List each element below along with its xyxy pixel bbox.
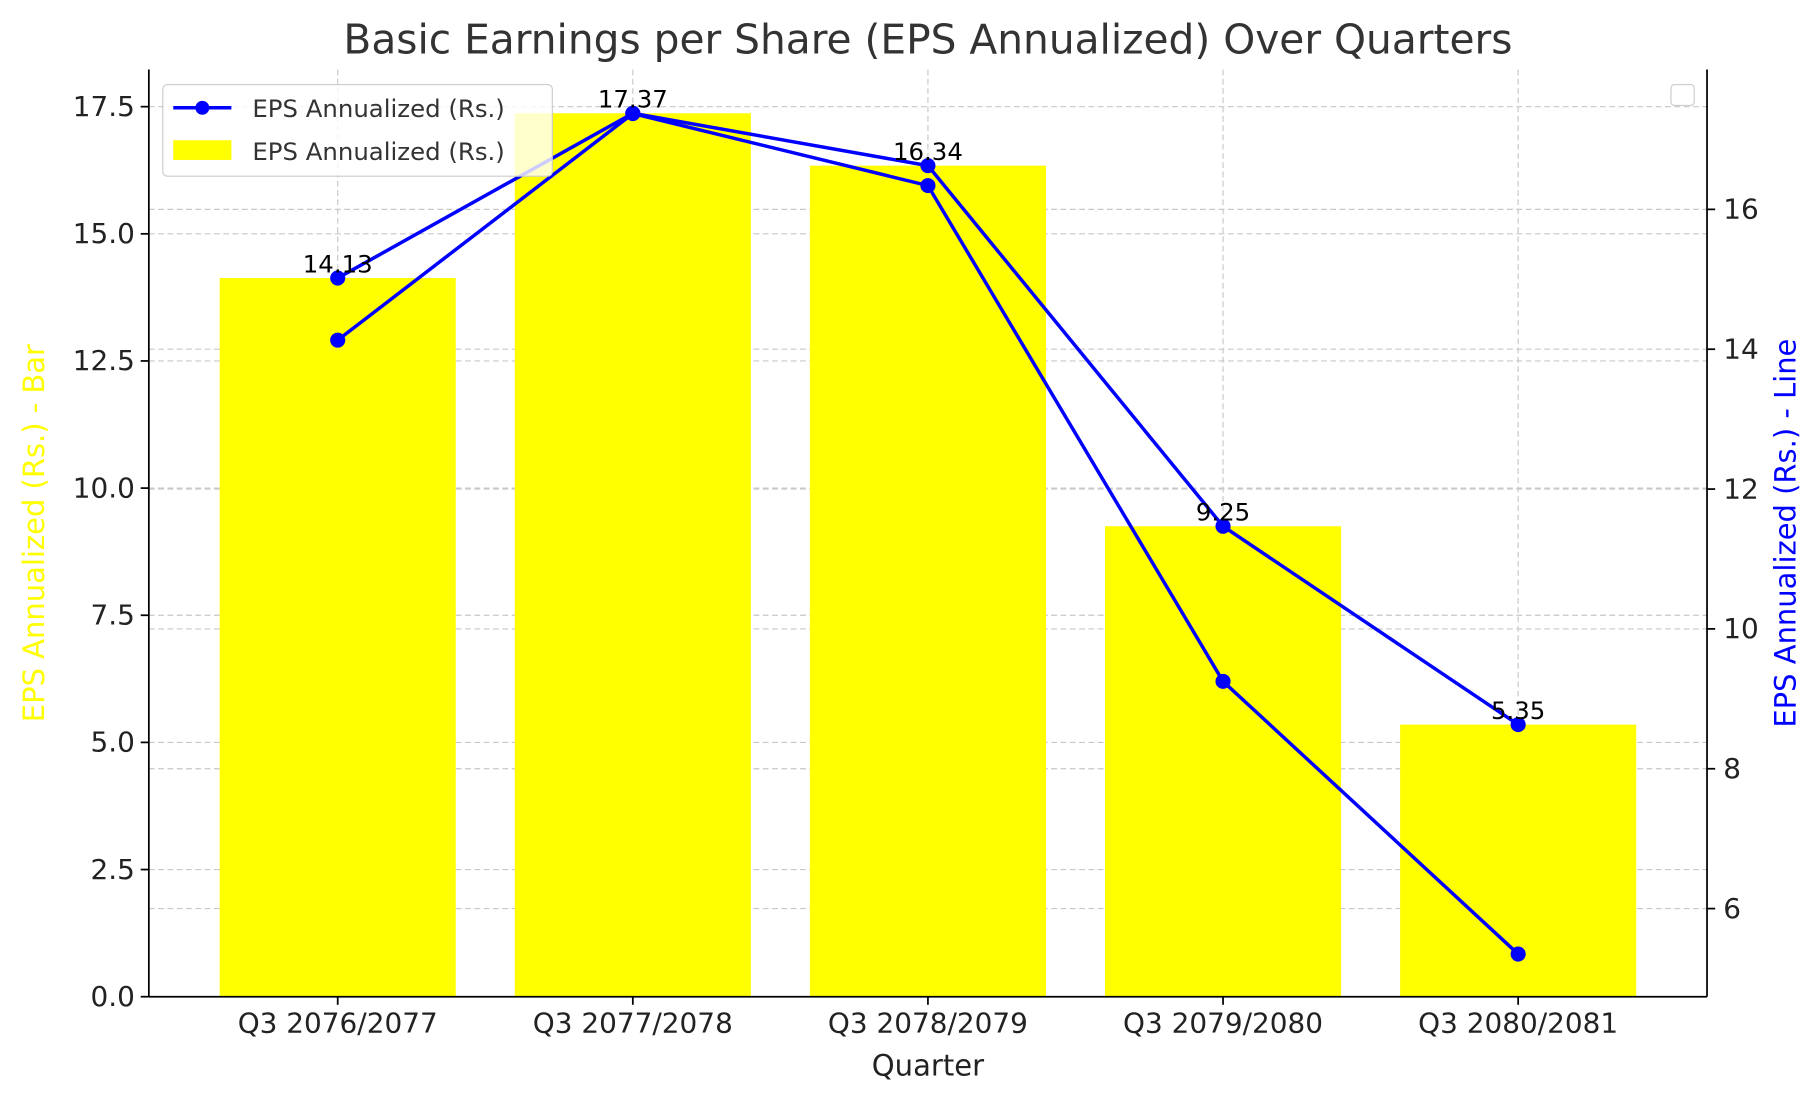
x-axis-label: Quarter (872, 1049, 984, 1083)
line-point-left (920, 158, 936, 174)
y-tick-label-left: 2.5 (91, 853, 135, 886)
x-tick-label: Q3 2077/2078 (533, 1007, 733, 1040)
line-point-left (330, 270, 346, 286)
line-point-right (1510, 946, 1526, 962)
bar-value-label: 14.13 (303, 249, 373, 278)
bars (219, 113, 1637, 997)
legend-bar-swatch (173, 140, 232, 160)
y-tick-label-right: 16 (1723, 193, 1759, 226)
legend-box (162, 84, 553, 177)
bar (809, 165, 1046, 997)
line-point-left (1215, 518, 1231, 534)
y-tick-label-right: 6 (1723, 892, 1741, 925)
bar (219, 278, 456, 997)
data-labels: 14.13 17.37 16.34 9.25 5.35 (303, 85, 1546, 725)
bar-value-label: 16.34 (893, 137, 963, 166)
legend: EPS Annualized (Rs.) EPS Annualized (Rs.… (162, 84, 553, 177)
empty-legend-box (1670, 84, 1695, 107)
bar (1104, 526, 1342, 997)
line-point-right (920, 178, 936, 194)
bar-value-label: 17.37 (598, 85, 668, 114)
y-axis-label-left: EPS Annualized (Rs.) - Bar (17, 344, 51, 722)
y-tick-label-left: 15.0 (73, 217, 135, 250)
bar (514, 113, 751, 997)
x-tick-label: Q3 2076/2077 (238, 1007, 438, 1040)
line-point-right (330, 332, 346, 348)
y-tick-label-left: 5.0 (91, 726, 135, 759)
x-tick-label: Q3 2080/2081 (1418, 1007, 1618, 1040)
y-tick-label-right: 14 (1723, 333, 1759, 366)
bar-value-label: 9.25 (1196, 497, 1250, 526)
y-tick-label-left: 17.5 (73, 90, 135, 123)
y-tick-label-left: 10.0 (73, 471, 135, 504)
legend-label-bar: EPS Annualized (Rs.) (252, 137, 504, 166)
legend-label-line: EPS Annualized (Rs.) (252, 94, 504, 123)
y-tick-label-right: 8 (1723, 752, 1741, 785)
y-axis-label-right: EPS Annualized (Rs.) - Line (1768, 339, 1802, 728)
x-tick-label: Q3 2079/2080 (1123, 1007, 1323, 1040)
y-tick-label-left: 0.0 (91, 980, 135, 1013)
y-tick-label-right: 10 (1723, 612, 1759, 645)
y-tick-label-left: 12.5 (73, 344, 135, 377)
line-point-left (1510, 717, 1526, 733)
bar-value-label: 5.35 (1491, 696, 1545, 725)
legend-marker-swatch (195, 100, 210, 115)
chart-title: Basic Earnings per Share (EPS Annualized… (343, 15, 1512, 63)
y-tick-label-right: 12 (1723, 472, 1759, 505)
x-tick-label: Q3 2078/2079 (828, 1007, 1028, 1040)
ticks: 0.0 2.5 5.0 7.5 10.0 12.5 15.0 17.5 6 8 10 12 14 16 Q3… (73, 90, 1759, 1040)
line-point-right (625, 106, 641, 122)
line-point-right (1215, 673, 1231, 689)
y-tick-label-left: 7.5 (91, 599, 135, 632)
